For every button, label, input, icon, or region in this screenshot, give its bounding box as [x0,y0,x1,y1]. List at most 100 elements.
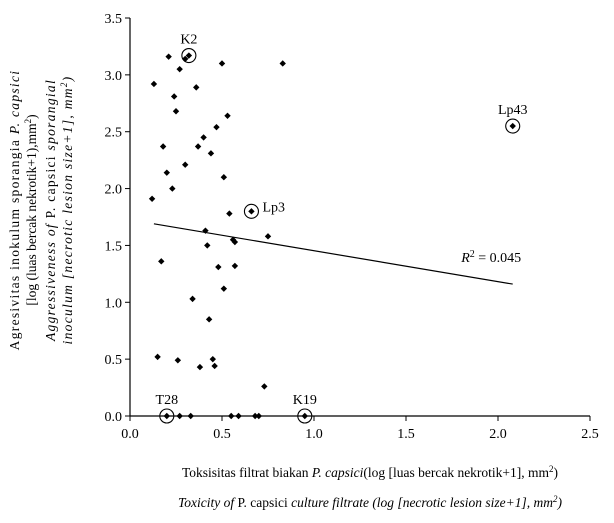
data-point [255,412,262,420]
data-point [174,357,182,364]
y-tick-label: 0.5 [105,353,123,368]
data-point [182,161,189,168]
x-axis-label-english: Toxicity of P. capsici culture filtrate … [178,494,563,510]
y-label-3-roman: P. capsici [43,155,58,218]
data-point [172,108,180,115]
r2-label: R [460,251,470,266]
callout-circle [505,118,521,134]
callout-label: Lp3 [262,200,285,215]
x-label-1-italic: P. capsici [311,465,364,480]
callout-circle [181,47,197,64]
callout-label: K2 [180,33,197,48]
data-point [209,355,216,363]
x-tick-label: 2.5 [581,427,599,442]
data-point [176,65,183,73]
x-label-2-pre: Toxicity of [178,495,238,510]
data-point [220,285,228,292]
callout-circle [243,203,259,219]
y-tick-label: 1.5 [105,239,123,254]
data-point [159,143,167,150]
y-label-4-sup: 2 [59,81,69,87]
x-label-2-sup: 2 [553,494,558,504]
y-label-4-end: ) [60,76,75,83]
callout-label: Lp43 [498,103,528,118]
data-point [261,383,268,390]
data-point [163,169,170,176]
data-point [229,236,237,243]
y-tick-label: 2.0 [105,183,123,198]
x-label-2-post: culture filtrate (log [necrotic lesion s… [288,495,554,510]
data-point [220,174,228,181]
callout-point [301,412,308,420]
y-axis-label-line2: [log (luas bercak nekrotik+1),mm2) [23,114,39,305]
callout-point [248,208,255,215]
y-label-1-pre: Agresivitas inokulum sporangia [7,134,22,350]
callout-circle [297,408,313,424]
y-tick-label: 3.5 [105,12,123,27]
data-point [169,185,176,192]
data-point [264,233,272,240]
data-point [170,93,178,100]
x-tick-label: 1.0 [305,427,323,442]
data-point [165,53,172,60]
data-point [224,112,231,119]
x-label-1-post: (log [luas bercak nekrotik+1], mm [363,465,549,480]
y-label-2-pre: [log (luas bercak nekrotik+1),mm [24,123,39,306]
data-point [279,60,286,67]
x-tick-label: 1.5 [397,427,415,442]
data-point [231,238,239,246]
y-axis-label-line4: inoculum [necrotic lesion size+1], mm2) [59,76,75,345]
data-point [176,412,183,420]
data-point [154,353,161,361]
data-point [196,363,204,371]
x-tick-label: 0.0 [121,427,139,442]
data-point [251,412,259,420]
data-point [235,412,242,420]
data-point [158,258,165,265]
r2-value: = 0.045 [475,251,521,266]
x-label-1-end: ) [554,465,559,480]
callout-label: T28 [156,393,179,408]
data-point [207,150,215,157]
r2-sup: 2 [470,248,475,259]
y-label-3-pre: Aggressiveness of [43,218,58,342]
x-tick-label: 0.5 [213,427,231,442]
y-axis-label-line3: Aggressiveness of P. capsici sporangial [43,79,58,342]
y-tick-label: 0.0 [105,410,123,425]
callout-circle [159,408,175,424]
data-point [187,412,194,420]
data-point [194,143,202,150]
y-tick-label: 3.0 [105,69,123,84]
data-point [148,195,156,203]
y-tick-label: 1.0 [105,296,123,311]
callout-point [163,412,170,420]
data-point [213,123,220,131]
x-label-2-end: ) [557,495,563,510]
callout-point [185,52,193,59]
circled-callouts: K2 Lp3 Lp43 T28 K19 [156,33,528,424]
data-point [231,262,239,270]
y-label-4-pre: inoculum [necrotic lesion size+1], mm [60,87,75,344]
data-point [215,263,222,271]
x-label-2-roman: P. capsici [237,495,287,510]
callout-label: K19 [293,393,317,408]
data-point [228,412,235,420]
x-tick-label: 2.0 [489,427,507,442]
y-tick-label: 2.5 [105,126,123,141]
data-point [202,227,209,234]
data-points [148,53,286,420]
x-axis-label-indonesian: Toksisitas filtrat biakan P. capsici(log… [182,464,558,480]
r-squared-annotation: R2 = 0.045 [460,248,521,266]
plot-area: 0.0 0.5 1.0 1.5 2.0 2.5 3.0 3.5 0.0 0.5 1.0 1.5 2.0 2… [105,12,599,442]
data-point [150,80,158,88]
data-point [193,84,200,91]
y-axis-label-line1: Agresivitas inokulum sporangia P. capsic… [7,70,22,351]
y-label-2-sup: 2 [23,119,33,124]
data-point [218,60,226,67]
data-point [211,362,218,370]
y-label-1-italic: P. capsici [7,70,22,136]
trendline [153,223,513,285]
data-point [200,134,207,141]
callout-point [509,122,516,130]
